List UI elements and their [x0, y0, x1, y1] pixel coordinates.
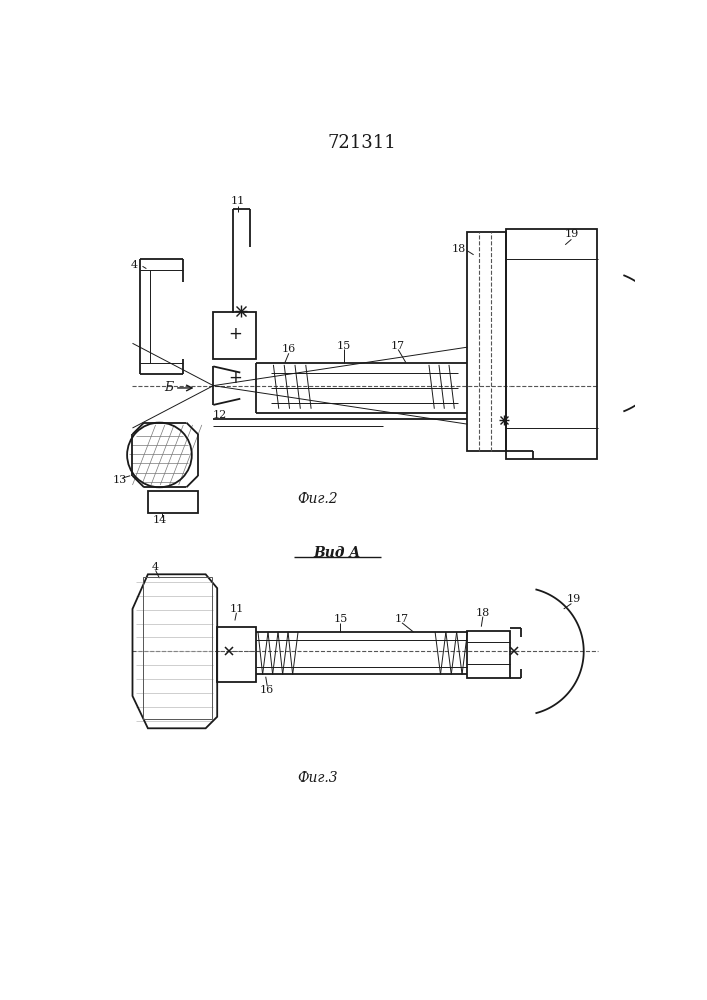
Text: 17: 17: [391, 341, 405, 351]
Text: 4: 4: [152, 562, 159, 572]
Text: 18: 18: [476, 608, 490, 618]
Text: +: +: [228, 369, 242, 387]
Bar: [217, 627, 256, 682]
Bar: [467, 631, 510, 678]
Text: 15: 15: [337, 341, 351, 351]
Text: +: +: [228, 325, 242, 343]
Text: Фиг.2: Фиг.2: [297, 492, 338, 506]
Text: 4: 4: [131, 260, 138, 270]
Text: 12: 12: [212, 410, 227, 420]
Bar: [143, 577, 212, 719]
Text: 14: 14: [152, 515, 167, 525]
Text: Фиг.3: Фиг.3: [297, 771, 338, 785]
Text: 17: 17: [395, 614, 409, 624]
Text: 19: 19: [564, 229, 578, 239]
Text: 15: 15: [333, 614, 348, 624]
Text: 18: 18: [452, 244, 466, 254]
Text: Б: Б: [164, 381, 173, 394]
Text: 11: 11: [229, 604, 244, 614]
Text: 13: 13: [112, 475, 127, 485]
Text: 721311: 721311: [327, 134, 397, 152]
Text: Вид A: Вид A: [313, 546, 360, 560]
Text: 11: 11: [231, 196, 245, 206]
Text: 16: 16: [281, 344, 296, 354]
Bar: [467, 232, 506, 451]
Text: 19: 19: [566, 594, 581, 604]
Bar: [148, 491, 198, 513]
Text: 16: 16: [260, 685, 274, 695]
Bar: [214, 312, 256, 359]
Bar: [506, 229, 597, 459]
